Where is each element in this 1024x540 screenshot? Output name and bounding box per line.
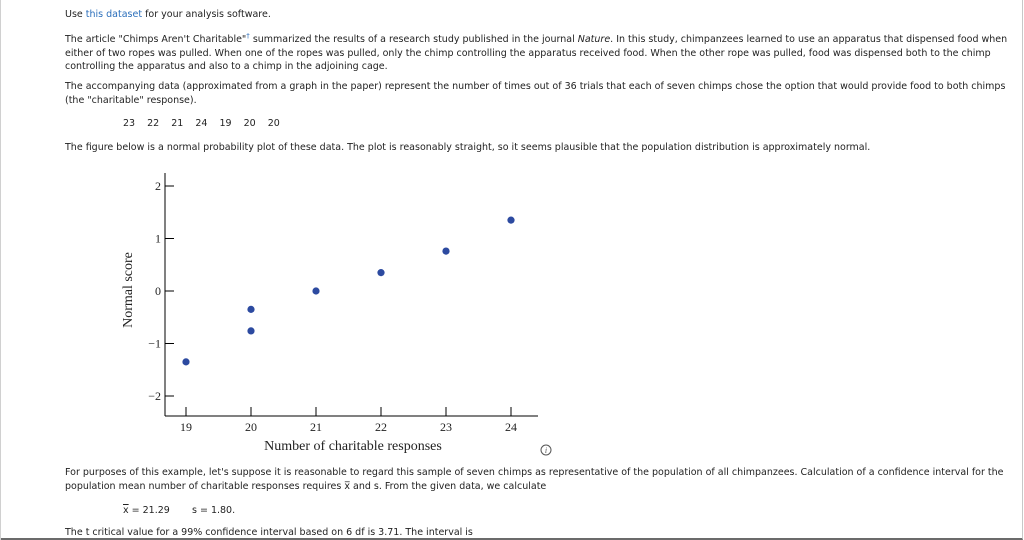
x-tick-label: 20 (245, 420, 257, 434)
data-value: 21 (171, 118, 184, 129)
x-tick-label: 21 (310, 420, 322, 434)
x-tick-label: 24 (505, 420, 517, 434)
data-point (377, 269, 385, 277)
figure-intro: The figure below is a normal probability… (65, 142, 871, 153)
data-value: 24 (195, 118, 208, 129)
article-text-b: summarized the results of a research stu… (249, 34, 578, 46)
article-title-text: The article "Chimps Aren't Charitable" (65, 34, 247, 46)
data-value: 20 (243, 118, 256, 129)
data-point (182, 358, 190, 366)
xbar-stat: x = 21.29 (123, 505, 170, 516)
data-value: 20 (267, 118, 280, 129)
y-axis-label: Normal score (121, 252, 136, 328)
data-description: The accompanying data (approximated from… (65, 81, 1006, 106)
x-axis-label: Number of charitable responses (264, 439, 442, 454)
x-tick-label: 19 (180, 420, 192, 434)
x-tick-label: 23 (440, 420, 452, 434)
intro-suffix: for your analysis software. (142, 9, 271, 20)
y-tick-label: −2 (148, 389, 161, 403)
x-tick-label: 22 (375, 420, 387, 434)
intro-prefix: Use (65, 9, 86, 20)
s-stat: s = 1.80. (192, 505, 236, 516)
data-value: 22 (147, 118, 160, 129)
svg-text:i: i (545, 446, 547, 455)
article-paragraph: The article "Chimps Aren't Charitable"† … (65, 30, 1010, 74)
footnote-dagger[interactable]: † (246, 32, 250, 40)
y-tick-label: 0 (155, 284, 161, 298)
xbar-value: = 21.29 (128, 505, 170, 516)
data-point (507, 216, 515, 224)
y-tick-label: 2 (155, 179, 161, 193)
data-value: 23 (123, 118, 136, 129)
critical-value-paragraph: The t critical value for a 99% confidenc… (65, 527, 473, 538)
article-text-c: . In this study, chimpanzees learned to … (65, 34, 1008, 73)
data-point (247, 327, 255, 335)
info-icon[interactable]: i (540, 444, 552, 456)
intro-line: Use this dataset for your analysis softw… (65, 8, 1010, 22)
data-point (247, 305, 255, 313)
data-point (442, 247, 450, 255)
left-border (0, 0, 1, 540)
journal-name: Nature (577, 34, 611, 46)
xbar-symbol: x (123, 505, 129, 516)
x-ticks: 19 20 21 22 23 24 (180, 407, 517, 434)
confidence-paragraph: For purposes of this example, let's supp… (65, 467, 1004, 492)
y-tick-label: 1 (155, 232, 161, 246)
normal-probability-plot: 210−1−2 19 20 21 22 23 24 Normal score Number… (121, 173, 538, 454)
data-value: 19 (219, 118, 232, 129)
data-points (182, 216, 515, 366)
data-values-row: 23 22 21 24 19 20 20 (123, 118, 289, 129)
y-ticks: 2 1 0 −1 −2 (148, 179, 174, 403)
y-tick-label: −1 (148, 337, 161, 351)
dataset-link[interactable]: this dataset (85, 9, 143, 20)
data-point (312, 287, 320, 295)
